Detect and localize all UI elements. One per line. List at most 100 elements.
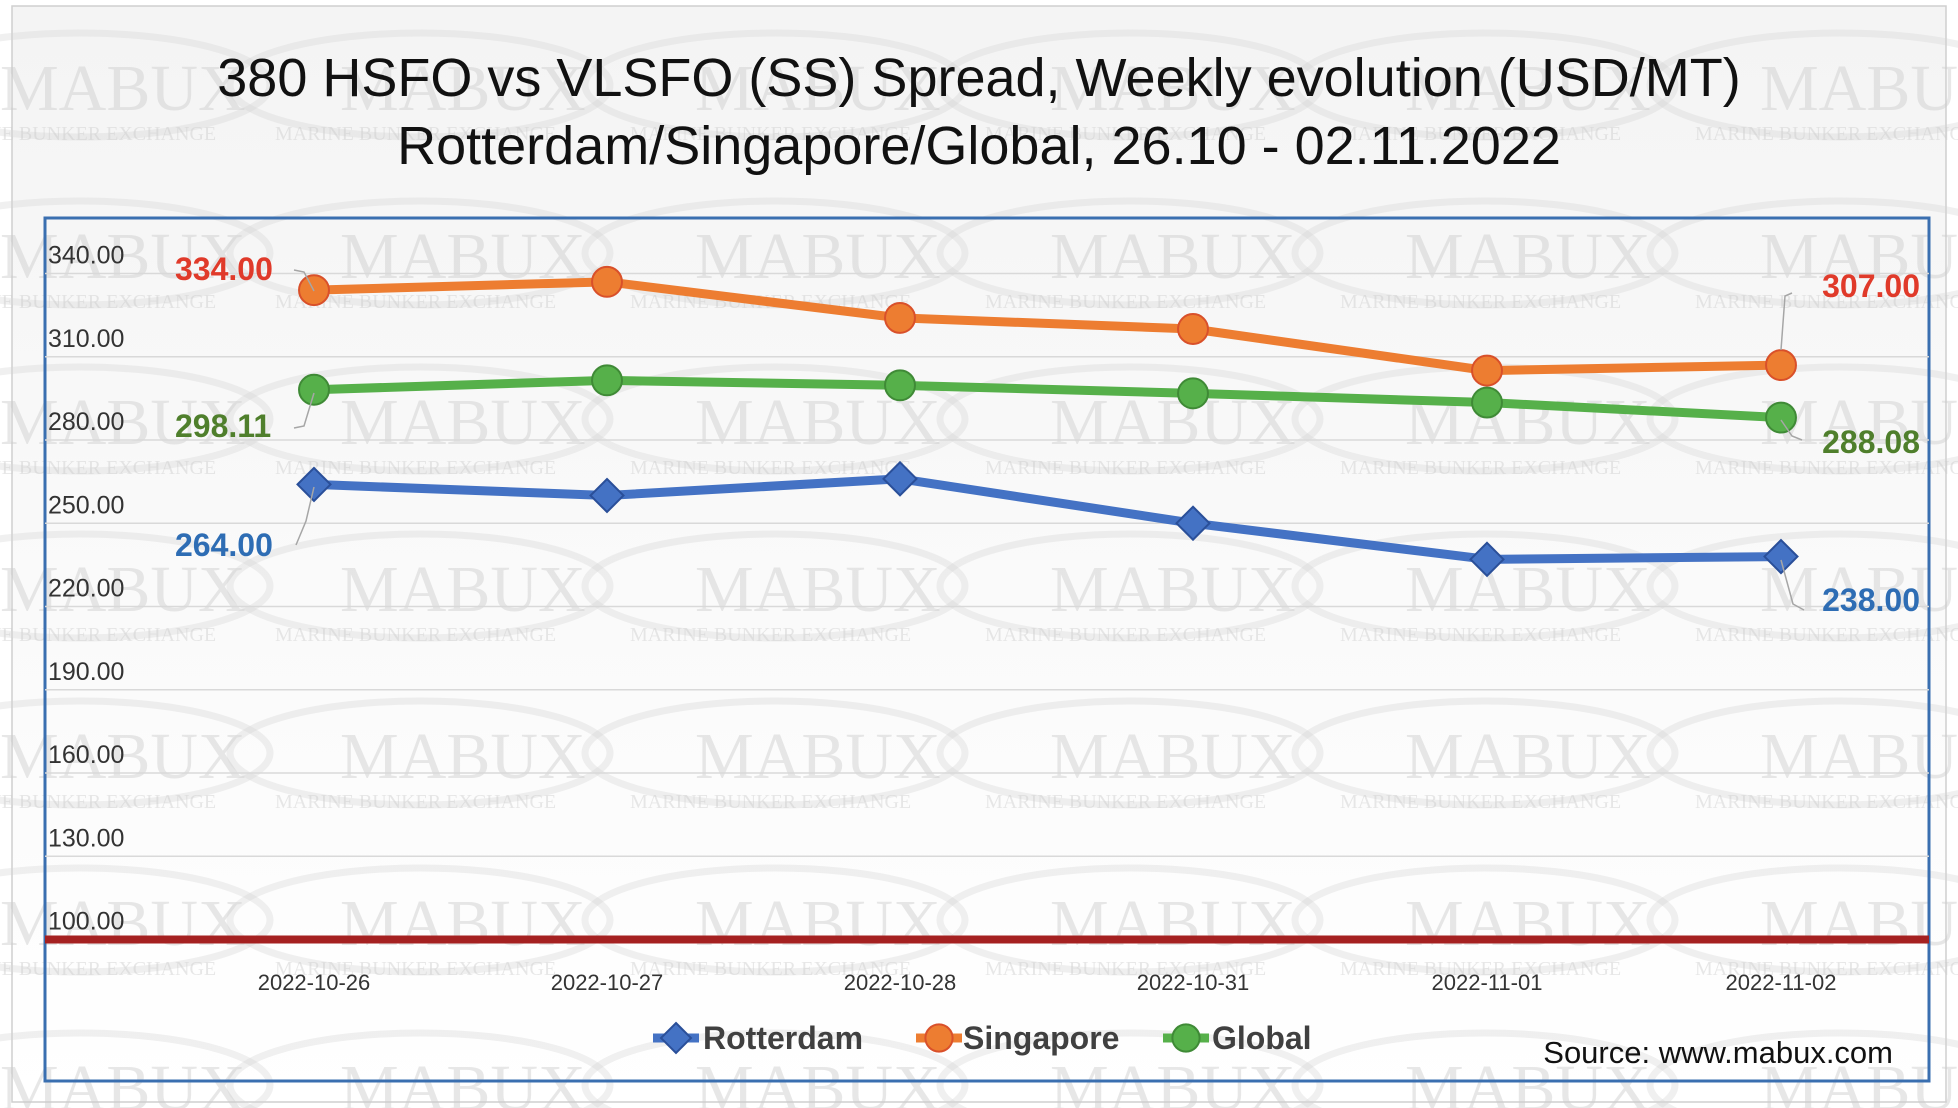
legend-label: Rotterdam — [703, 1020, 863, 1056]
x-tick-label: 2022-10-28 — [844, 970, 957, 995]
data-point — [1763, 538, 1799, 575]
legend-label: Singapore — [963, 1020, 1119, 1056]
watermark-subtext: MARINE BUNKER EXCHANGE — [0, 958, 216, 980]
legend-item-singapore: Singapore — [916, 1020, 1119, 1056]
watermark-subtext: MARINE BUNKER EXCHANGE — [275, 624, 556, 646]
series-rotterdam — [296, 460, 1799, 578]
source-note: Source: www.mabux.com — [1543, 1035, 1893, 1070]
data-point — [1765, 401, 1797, 434]
data-point — [1471, 354, 1503, 387]
legend: Rotterdam Singapore Global — [653, 1020, 1312, 1056]
label-leader-line — [1780, 292, 1793, 351]
grid-lines — [45, 272, 1929, 857]
watermark-subtext: MARINE BUNKER EXCHANGE — [985, 958, 1266, 980]
y-tick-label: 160.00 — [48, 741, 124, 769]
watermark-subtext: MARINE BUNKER EXCHANGE — [985, 457, 1266, 479]
data-point — [882, 460, 918, 497]
watermark-subtext: MARINE BUNKER EXCHANGE — [630, 123, 911, 145]
label-leader-line — [293, 269, 315, 292]
data-point — [924, 1023, 954, 1053]
watermark-text: MABUX — [695, 553, 941, 626]
watermark-subtext: MARINE BUNKER EXCHANGE — [985, 291, 1266, 313]
watermark-text: MABUX — [340, 887, 586, 960]
y-tick-label: 340.00 — [48, 242, 124, 270]
watermark-text: MABUX — [340, 52, 586, 125]
watermark-subtext: MARINE BUNKER EXCHANGE — [275, 291, 556, 313]
watermark-text: MABUX — [695, 720, 941, 793]
watermark-text: MABUX — [695, 220, 941, 293]
legend-item-rotterdam: Rotterdam — [653, 1020, 863, 1056]
watermark-subtext: MARINE BUNKER EXCHANGE — [1695, 791, 1958, 813]
watermark-subtext: MARINE BUNKER EXCHANGE — [0, 791, 216, 813]
watermark-subtext: MARINE BUNKER EXCHANGE — [630, 624, 911, 646]
watermark-subtext: MARINE BUNKER EXCHANGE — [1695, 291, 1958, 313]
data-label-rotterdam-first: 264.00 — [175, 527, 273, 563]
y-tick-label: 280.00 — [48, 408, 124, 436]
y-tick-label: 190.00 — [48, 658, 124, 686]
data-point — [659, 1021, 693, 1055]
series-line — [313, 474, 1782, 564]
data-point — [1175, 505, 1211, 542]
watermark-subtext: MARINE BUNKER EXCHANGE — [985, 123, 1266, 145]
watermark-text: MABUX — [340, 386, 586, 459]
watermark-subtext: MARINE BUNKER EXCHANGE — [275, 123, 556, 145]
watermark-text: MABUX — [0, 887, 246, 960]
data-point — [298, 373, 330, 406]
y-tick-label: 310.00 — [48, 325, 124, 353]
data-point — [1765, 349, 1797, 382]
watermark-subtext: MARINE BUNKER EXCHANGE — [0, 123, 216, 145]
label-leader-line — [1780, 419, 1803, 441]
series-line — [313, 277, 1782, 376]
legend-item-global: Global — [1163, 1020, 1312, 1056]
watermark-subtext: MARINE BUNKER EXCHANGE — [1340, 457, 1621, 479]
watermark-subtext: MARINE BUNKER EXCHANGE — [1695, 123, 1958, 145]
data-point — [296, 466, 332, 503]
y-tick-label: 100.00 — [48, 908, 124, 936]
watermark-subtext: MARINE BUNKER EXCHANGE — [630, 457, 911, 479]
y-tick-label: 250.00 — [48, 491, 124, 519]
watermark-subtext: MARINE BUNKER EXCHANGE — [1340, 624, 1621, 646]
watermark-text: MABUX — [0, 553, 246, 626]
watermark-subtext: MARINE BUNKER EXCHANGE — [985, 791, 1266, 813]
watermark-subtext: MARINE BUNKER EXCHANGE — [1340, 958, 1621, 980]
watermark-text: MABUX — [1405, 220, 1651, 293]
watermark-text: MABUX — [1405, 720, 1651, 793]
x-tick-label: 2022-10-31 — [1137, 970, 1250, 995]
watermark-text: MABUX — [1050, 887, 1296, 960]
x-tick-label: 2022-11-01 — [1432, 970, 1543, 995]
data-label-singapore-first: 334.00 — [175, 251, 273, 287]
watermark-text: MABUX — [1760, 553, 1958, 626]
series-global — [298, 364, 1797, 434]
x-tick-label: 2022-11-02 — [1726, 970, 1837, 995]
data-point — [1471, 386, 1503, 419]
watermark-text: MABUX — [1405, 52, 1651, 125]
watermark-text: MABUX — [695, 887, 941, 960]
watermark-subtext: MARINE BUNKER EXCHANGE — [0, 291, 216, 313]
watermark-subtext: MARINE BUNKER EXCHANGE — [630, 791, 911, 813]
data-label-global-first: 298.11 — [175, 408, 271, 444]
title-group: 380 HSFO vs VLSFO (SS) Spread, Weekly ev… — [217, 48, 1740, 176]
watermark-subtext: MARINE BUNKER EXCHANGE — [275, 791, 556, 813]
watermark-subtext: MARINE BUNKER EXCHANGE — [630, 958, 911, 980]
y-axis-tick-labels: 100.00 130.00 160.00 190.00 220.00 250.00 280.… — [48, 242, 124, 936]
watermark-text: MABUX — [0, 386, 246, 459]
series-singapore — [298, 265, 1797, 387]
